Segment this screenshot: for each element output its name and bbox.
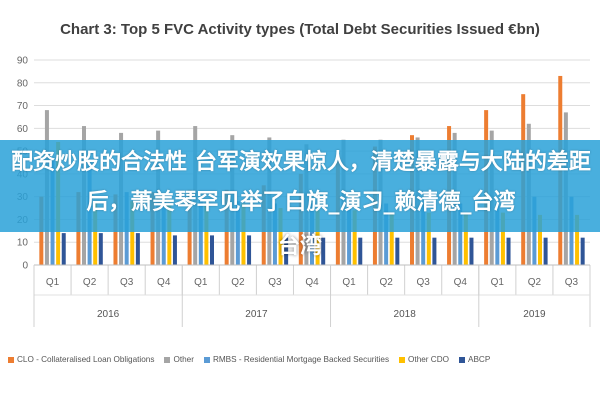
legend-swatch	[399, 356, 406, 363]
legend-label: CLO - Collateralised Loan Obligations	[17, 355, 155, 364]
bar	[278, 208, 283, 265]
bar	[247, 235, 252, 265]
legend-item: Other	[164, 355, 194, 364]
bar	[495, 203, 500, 265]
legend-item: ABCP	[459, 355, 490, 364]
bar	[458, 203, 463, 265]
legend-label: ABCP	[468, 355, 491, 364]
legend-swatch	[8, 356, 14, 363]
y-tick-label: 90	[17, 56, 29, 67]
y-tick-label: 0	[22, 261, 28, 272]
legend-item: CLO - Collateralised Loan Obligations	[8, 355, 154, 364]
y-tick-label: 80	[17, 78, 29, 89]
bar	[347, 203, 352, 265]
year-label: 2016	[97, 309, 120, 320]
bar	[61, 233, 66, 265]
bar	[500, 212, 505, 265]
y-tick-label: 70	[17, 101, 29, 112]
year-label: 2017	[245, 309, 268, 320]
legend-item: RMBS - Residential Mortgage Backed Secur…	[203, 355, 390, 364]
legend-label: RMBS - Residential Mortgage Backed Secur…	[212, 355, 390, 364]
legend-label: Other	[173, 355, 194, 364]
bar	[389, 212, 394, 265]
bar	[235, 201, 240, 265]
bar	[469, 237, 474, 265]
chart-title: Chart 3: Top 5 FVC Activity types (Total…	[60, 21, 540, 38]
bar	[580, 237, 585, 265]
bar	[543, 237, 548, 265]
bar	[93, 201, 98, 265]
x-tick-label: Q3	[417, 277, 431, 288]
x-tick-label: Q2	[528, 277, 542, 288]
x-tick-label: Q3	[120, 277, 134, 288]
bar	[575, 214, 580, 265]
bar	[284, 237, 289, 265]
bar	[204, 205, 209, 265]
x-tick-label: Q1	[491, 277, 505, 288]
x-tick-label: Q2	[379, 277, 393, 288]
bar	[432, 237, 437, 265]
legend-swatch	[164, 356, 171, 363]
bar	[321, 237, 326, 265]
bar	[506, 237, 511, 265]
bar	[98, 233, 103, 265]
x-tick-label: Q1	[194, 277, 208, 288]
year-label: 2018	[394, 309, 417, 320]
bar	[384, 203, 389, 265]
legend-swatch	[203, 356, 210, 363]
bar	[310, 203, 314, 265]
bar	[135, 233, 140, 265]
bar	[172, 235, 177, 265]
legend-swatch	[459, 356, 465, 363]
legend-label: Other CDO	[408, 355, 449, 364]
bar	[198, 201, 203, 265]
ad-banner[interactable]	[0, 140, 600, 232]
bar	[426, 212, 431, 265]
bar	[315, 210, 320, 265]
y-tick-label: 10	[17, 238, 29, 249]
x-tick-label: Q1	[46, 277, 60, 288]
chart-legend: CLO - Collateralised Loan Obligations Oth…	[8, 355, 592, 364]
y-tick-label: 60	[17, 124, 29, 135]
year-label: 2019	[523, 309, 546, 320]
x-tick-label: Q4	[454, 277, 468, 288]
bar	[210, 235, 214, 265]
x-tick-label: Q2	[83, 277, 97, 288]
x-tick-label: Q1	[342, 277, 356, 288]
x-tick-label: Q3	[268, 277, 282, 288]
bar	[421, 203, 426, 265]
bar	[272, 203, 277, 265]
bar	[358, 237, 363, 265]
bar	[167, 203, 172, 265]
bar	[352, 210, 357, 265]
x-tick-label: Q4	[305, 277, 319, 288]
ad-banner-text[interactable]: 配资炒股的合法性 台军演效果惊人，清楚暴露与大陆的差距后，萧美琴罕见举了白旗_演…	[11, 150, 591, 215]
bar	[538, 214, 542, 265]
legend-item: Other CDO	[399, 355, 449, 364]
x-tick-label: Q4	[157, 277, 171, 288]
bar	[463, 212, 468, 265]
x-tick-label: Q3	[565, 277, 579, 288]
bar	[130, 201, 135, 265]
ad-banner-tail: 台湾	[277, 234, 322, 259]
x-tick-label: Q2	[231, 277, 245, 288]
bar	[241, 203, 246, 265]
bar	[395, 237, 400, 265]
